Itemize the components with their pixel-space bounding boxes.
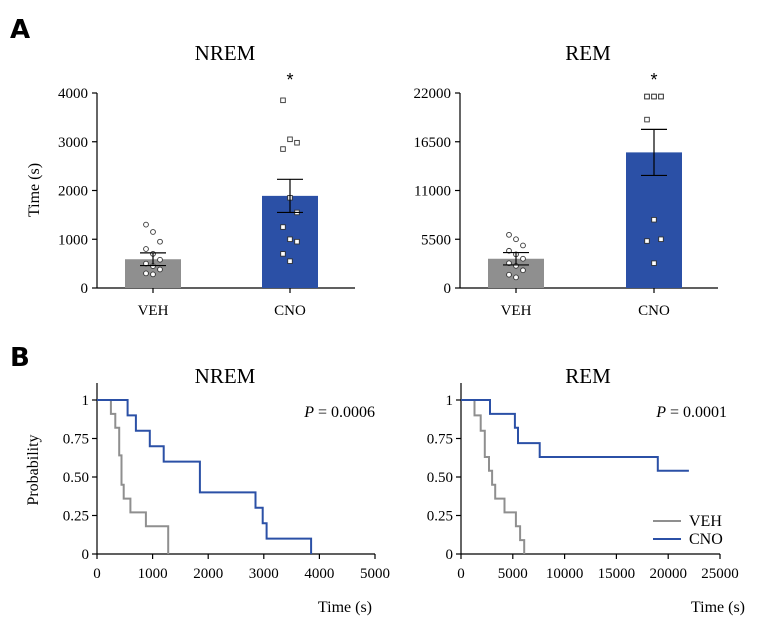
rem-bar-veh-point <box>520 242 526 249</box>
rem-bar-veh-point <box>506 231 512 238</box>
nrem-p-value: P = 0.0006 <box>303 404 375 421</box>
rem-survival-ytick-label: 1 <box>446 393 454 409</box>
nrem-survival-xtick-label: 0 <box>93 566 101 582</box>
nrem-survival-ytick-label: 0 <box>82 547 90 563</box>
nrem-bar-cno-point <box>294 238 300 245</box>
rem-bar-significance: * <box>650 70 657 90</box>
nrem-bar-significance: * <box>286 70 293 90</box>
nrem-bar-veh-point <box>157 266 163 273</box>
nrem-bar-xtick-label: VEH <box>138 303 169 319</box>
nrem-bar-veh-point <box>143 246 149 252</box>
nrem-bar-ytick-label: 1000 <box>58 232 88 248</box>
nrem-bar-veh-point <box>157 238 163 245</box>
nrem-bar-veh-point <box>143 270 149 277</box>
rem-survival-xtick-label: 20000 <box>649 566 687 582</box>
nrem-survival-xtick-label: 5000 <box>360 566 390 582</box>
rem-bar-title: REM <box>565 41 611 65</box>
survival-ylabel: Probability <box>25 434 42 505</box>
rem-bar-veh-point <box>520 255 526 262</box>
rem-bar-veh-point <box>506 271 512 278</box>
nrem-survival-cno-curve <box>97 399 313 554</box>
rem-bar-cno-point <box>651 260 657 266</box>
rem-bar-veh-point <box>513 274 519 281</box>
rem-survival-xtick-label: 0 <box>457 566 465 582</box>
nrem-bar-ytick-label: 3000 <box>58 135 88 151</box>
nrem-bar-cno-point <box>280 146 286 152</box>
panel-letter-a: A <box>10 15 30 45</box>
rem-bar-ytick-label: 0 <box>444 281 452 297</box>
nrem-bar-ylabel: Time (s) <box>26 163 43 217</box>
nrem-survival-ytick-label: 0.75 <box>63 432 89 448</box>
rem-bar-xtick-label: VEH <box>501 303 532 319</box>
rem-survival-veh-curve <box>461 399 526 554</box>
nrem-survival-xlabel: Time (s) <box>318 599 372 616</box>
nrem-bar-ytick-label: 2000 <box>58 184 88 200</box>
legend-veh-label: VEH <box>689 513 722 530</box>
rem-survival-title: REM <box>565 364 611 388</box>
rem-bar-cno-point <box>658 93 664 100</box>
rem-survival-xtick-label: 5000 <box>498 566 528 582</box>
nrem-bar-cno-point <box>287 258 293 264</box>
rem-survival-ytick-label: 0.25 <box>427 509 453 525</box>
rem-p-value: P = 0.0001 <box>655 404 727 421</box>
rem-survival-xtick-label: 15000 <box>598 566 636 582</box>
nrem-bar-title: NREM <box>195 41 256 65</box>
rem-survival-ytick-label: 0.75 <box>427 432 453 448</box>
rem-bar-ytick-label: 22000 <box>414 86 452 102</box>
nrem-survival-xtick-label: 2000 <box>193 566 223 582</box>
nrem-bar-veh-point <box>150 271 156 278</box>
rem-bar-cno-point <box>644 93 650 100</box>
nrem-bar-veh-point <box>150 229 156 235</box>
nrem-survival-ytick-label: 1 <box>82 393 90 409</box>
rem-survival-ytick-label: 0.50 <box>427 470 453 486</box>
rem-survival-ytick-label: 0 <box>446 547 454 563</box>
nrem-survival-title: NREM <box>195 364 256 388</box>
rem-survival-xtick-label: 10000 <box>546 566 584 582</box>
rem-bar-veh-point <box>513 236 519 243</box>
rem-survival-cno-curve <box>461 399 689 472</box>
legend: VEH CNO <box>653 513 723 548</box>
nrem-bar-ytick-label: 0 <box>81 281 89 297</box>
nrem-bar-veh-point <box>157 256 163 263</box>
rem-bar-ytick-label: 5500 <box>421 232 451 248</box>
rem-survival-xtick-label: 25000 <box>701 566 739 582</box>
rem-bar-cno-point <box>651 216 657 223</box>
nrem-survival-ytick-label: 0.25 <box>63 509 89 525</box>
rem-bar-ytick-label: 16500 <box>414 135 452 151</box>
nrem-bar-cno-point <box>287 236 293 242</box>
rem-bar-cno-point <box>658 236 664 242</box>
nrem-bar-cno-point <box>280 251 286 257</box>
legend-cno-label: CNO <box>689 531 723 548</box>
nrem-survival-xtick-label: 4000 <box>304 566 334 582</box>
nrem-bar-ytick-label: 4000 <box>58 86 88 102</box>
rem-bar-cno-point <box>644 238 650 244</box>
nrem-bar-cno-point <box>294 139 300 146</box>
rem-bar-veh-point <box>520 267 526 274</box>
rem-bar-cno-point <box>644 116 650 123</box>
rem-bar-cno-point <box>651 93 657 100</box>
nrem-bar-xtick-label: CNO <box>274 303 306 319</box>
nrem-survival-xtick-label: 1000 <box>138 566 168 582</box>
nrem-bar-cno-point <box>280 224 286 230</box>
rem-survival-xlabel: Time (s) <box>691 599 745 616</box>
panel-letter-b: B <box>10 343 30 373</box>
rem-bar-xtick-label: CNO <box>638 303 670 319</box>
nrem-survival-veh-curve <box>97 399 170 554</box>
nrem-survival-xtick-label: 3000 <box>249 566 279 582</box>
nrem-bar-cno-point <box>287 136 293 143</box>
nrem-bar-veh-point <box>143 221 149 228</box>
nrem-bar-cno-point <box>280 97 286 104</box>
nrem-survival-ytick-label: 0.50 <box>63 470 89 486</box>
rem-bar-ytick-label: 11000 <box>414 184 451 200</box>
